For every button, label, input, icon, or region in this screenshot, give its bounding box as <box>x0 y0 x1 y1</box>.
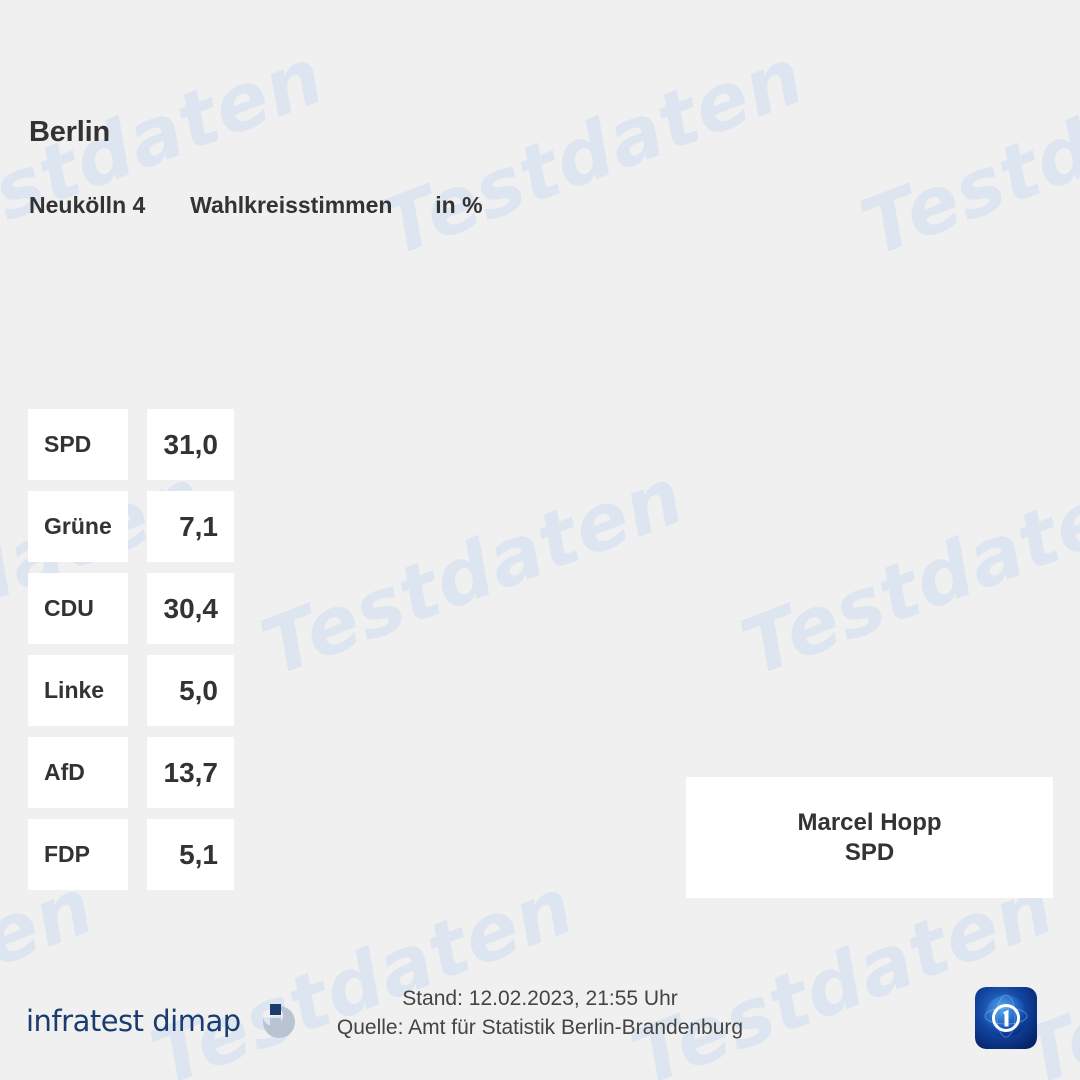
winning-candidate-box: Marcel Hopp SPD <box>686 777 1053 898</box>
infratest-dimap-wordmark: infratest dimap <box>26 1004 241 1038</box>
party-value: 13,7 <box>147 737 234 808</box>
footer-source: Quelle: Amt für Statistik Berlin-Branden… <box>336 1015 744 1039</box>
table-row: AfD 13,7 <box>28 737 234 808</box>
table-row: Linke 5,0 <box>28 655 234 726</box>
table-row: CDU 30,4 <box>28 573 234 644</box>
candidate-party: SPD <box>844 838 895 866</box>
party-label: Linke <box>28 655 128 726</box>
party-value: 30,4 <box>147 573 234 644</box>
district-label: Neukölln 4 <box>29 192 146 218</box>
party-label: CDU <box>28 573 128 644</box>
party-label: SPD <box>28 409 128 480</box>
infratest-dimap-logo: infratest dimap <box>26 998 299 1044</box>
vote-type-label: Wahlkreisstimmen <box>190 192 393 218</box>
party-value: 7,1 <box>147 491 234 562</box>
ard-das-erste-icon <box>975 987 1037 1049</box>
party-value: 31,0 <box>147 409 234 480</box>
page-title: Berlin <box>29 116 110 148</box>
subtitle-row: Neukölln 4 Wahlkreisstimmen in % <box>29 192 483 219</box>
party-label: Grüne <box>28 491 128 562</box>
candidate-name: Marcel Hopp <box>797 808 942 836</box>
party-value: 5,1 <box>147 819 234 890</box>
party-value: 5,0 <box>147 655 234 726</box>
party-label: FDP <box>28 819 128 890</box>
results-table: SPD 31,0 Grüne 7,1 CDU 30,4 Linke 5,0 Af… <box>28 409 234 901</box>
footer-note: Stand: 12.02.2023, 21:55 Uhr Quelle: Amt… <box>0 985 1080 1043</box>
dimap-d-icon <box>253 998 299 1044</box>
table-row: FDP 5,1 <box>28 819 234 890</box>
footer-timestamp: Stand: 12.02.2023, 21:55 Uhr <box>402 987 678 1010</box>
unit-label: in % <box>435 192 483 218</box>
table-row: SPD 31,0 <box>28 409 234 480</box>
party-label: AfD <box>28 737 128 808</box>
table-row: Grüne 7,1 <box>28 491 234 562</box>
